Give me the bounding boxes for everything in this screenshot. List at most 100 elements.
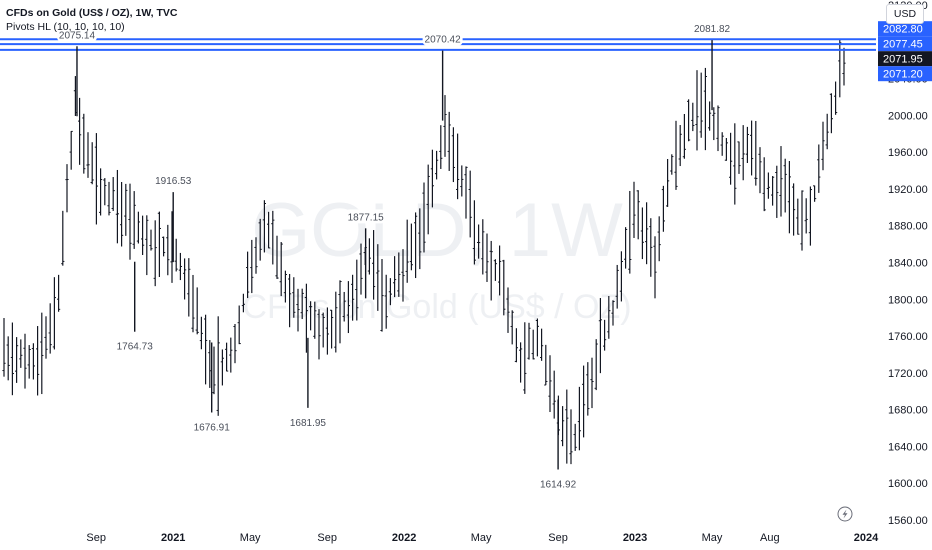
ohlc-bar	[351, 274, 355, 321]
ohlc-bar	[187, 258, 191, 317]
ohlc-bar	[40, 312, 44, 395]
ohlc-bar	[107, 181, 111, 216]
ohlc-bar	[586, 362, 590, 416]
ohlc-bar	[674, 120, 678, 190]
y-tick-label: 1960.00	[888, 147, 928, 159]
ohlc-bar	[607, 296, 611, 339]
ohlc-bar	[813, 185, 817, 202]
x-tick-label: 2022	[392, 532, 416, 544]
ohlc-bar	[65, 164, 69, 213]
ohlc-bar	[632, 181, 636, 238]
ohlc-bar	[10, 322, 14, 396]
ohlc-bar	[657, 216, 661, 262]
x-tick-label: 2024	[854, 532, 879, 544]
ohlc-bar	[737, 141, 741, 174]
ohlc-bar	[594, 339, 598, 391]
ohlc-bar	[708, 101, 712, 131]
pivot-label: 1916.53	[155, 176, 192, 187]
pivot-labels: 2075.14 1764.73 1916.53 1676.91 1681.95 1877.…	[56, 21, 733, 490]
y-tick-label: 1760.00	[888, 331, 928, 343]
ohlc-bar	[128, 183, 132, 260]
symbol-title[interactable]: CFDs on Gold (US$ / OZ), 1W, TVC	[6, 7, 178, 19]
ohlc-bar	[254, 237, 258, 274]
ohlc-bar	[645, 202, 649, 265]
ohlc-bar	[687, 99, 691, 142]
ohlc-bar	[804, 198, 808, 234]
ohlc-bar	[52, 277, 56, 350]
ohlc-bar	[405, 219, 409, 283]
ohlc-bar	[834, 81, 838, 115]
ohlc-bar	[355, 259, 359, 321]
pivot-label: 1681.95	[290, 418, 327, 429]
ohlc-bar	[733, 123, 737, 205]
pivot-label: 2075.14	[59, 30, 96, 41]
ohlc-bar	[502, 259, 506, 316]
pivot-label-bg	[56, 27, 97, 42]
ohlc-bar	[628, 190, 632, 274]
ohlc-bar	[372, 230, 376, 300]
pivot-label: 2081.82	[694, 24, 731, 35]
ohlc-bar	[678, 125, 682, 167]
pivot-label: 2070.42	[425, 35, 462, 46]
price-tag: 2082.80	[878, 21, 932, 37]
ohlc-bar	[456, 133, 460, 200]
x-tick-label: May	[240, 532, 261, 544]
ohlc-bar	[682, 114, 686, 159]
y-tick-label: 1720.00	[888, 368, 928, 380]
time-axis[interactable]: Sep 2021 May Sep 2022 May Sep 2023 May Aug 2024	[86, 532, 879, 544]
ohlc-bar	[48, 303, 52, 354]
ohlc-bar	[229, 337, 233, 373]
ohlc-bar	[199, 316, 203, 350]
ohlc-bar	[31, 343, 35, 380]
ohlc-bar	[741, 125, 745, 181]
ohlc-bar	[23, 333, 27, 389]
ohlc-bar	[582, 365, 586, 438]
ohlc-bar	[636, 190, 640, 240]
ohlc-bar	[279, 242, 283, 297]
svg-text:2071.95: 2071.95	[883, 54, 923, 66]
y-tick-label: 1600.00	[888, 478, 928, 490]
ohlc-bar	[414, 212, 418, 279]
pivot-label: 1877.15	[348, 212, 385, 223]
ohlc-bar	[115, 169, 119, 244]
ohlc-bar	[510, 310, 514, 345]
ohlc-bar	[2, 318, 6, 377]
price-tag: 2071.95	[878, 51, 932, 67]
ohlc-bar	[758, 147, 762, 194]
ohlc-bar	[460, 165, 464, 197]
ohlc-bar	[275, 235, 279, 279]
ohlc-bar	[800, 190, 804, 251]
ohlc-bar	[825, 113, 829, 150]
ohlc-bar	[447, 111, 451, 171]
ohlc-bar	[762, 157, 766, 212]
ohlc-bar	[342, 291, 346, 322]
ohlc-bar	[153, 220, 157, 287]
ohlc-bar	[225, 342, 229, 372]
ohlc-bar	[162, 236, 166, 257]
ohlc-bar	[842, 47, 846, 86]
ohlc-bar	[401, 249, 405, 302]
ohlc-bar	[489, 240, 493, 301]
indicator-title[interactable]: Pivots HL (10, 10, 10, 10)	[6, 21, 125, 33]
x-tick-label: 2023	[623, 532, 647, 544]
x-tick-label: Sep	[86, 532, 106, 544]
ohlc-bar	[552, 370, 556, 419]
ohlc-bar	[544, 344, 548, 386]
ohlc-bar	[565, 389, 569, 464]
currency-button[interactable]: USD	[886, 4, 924, 24]
ohlc-bar	[535, 318, 539, 357]
ohlc-bar	[145, 215, 149, 276]
lightning-icon[interactable]	[837, 506, 853, 522]
ohlc-bar	[661, 185, 665, 232]
ohlc-bar	[561, 406, 565, 447]
ohlc-bar	[514, 328, 518, 363]
x-tick-label: 2021	[161, 532, 185, 544]
ohlc-bar	[712, 107, 716, 141]
ohlc-bar	[771, 176, 775, 206]
ohlc-bar	[498, 245, 502, 296]
ohlc-bar	[136, 211, 140, 244]
ohlc-bar	[237, 305, 241, 345]
y-tick-label: 1920.00	[888, 184, 928, 196]
ohlc-bar	[317, 309, 321, 360]
